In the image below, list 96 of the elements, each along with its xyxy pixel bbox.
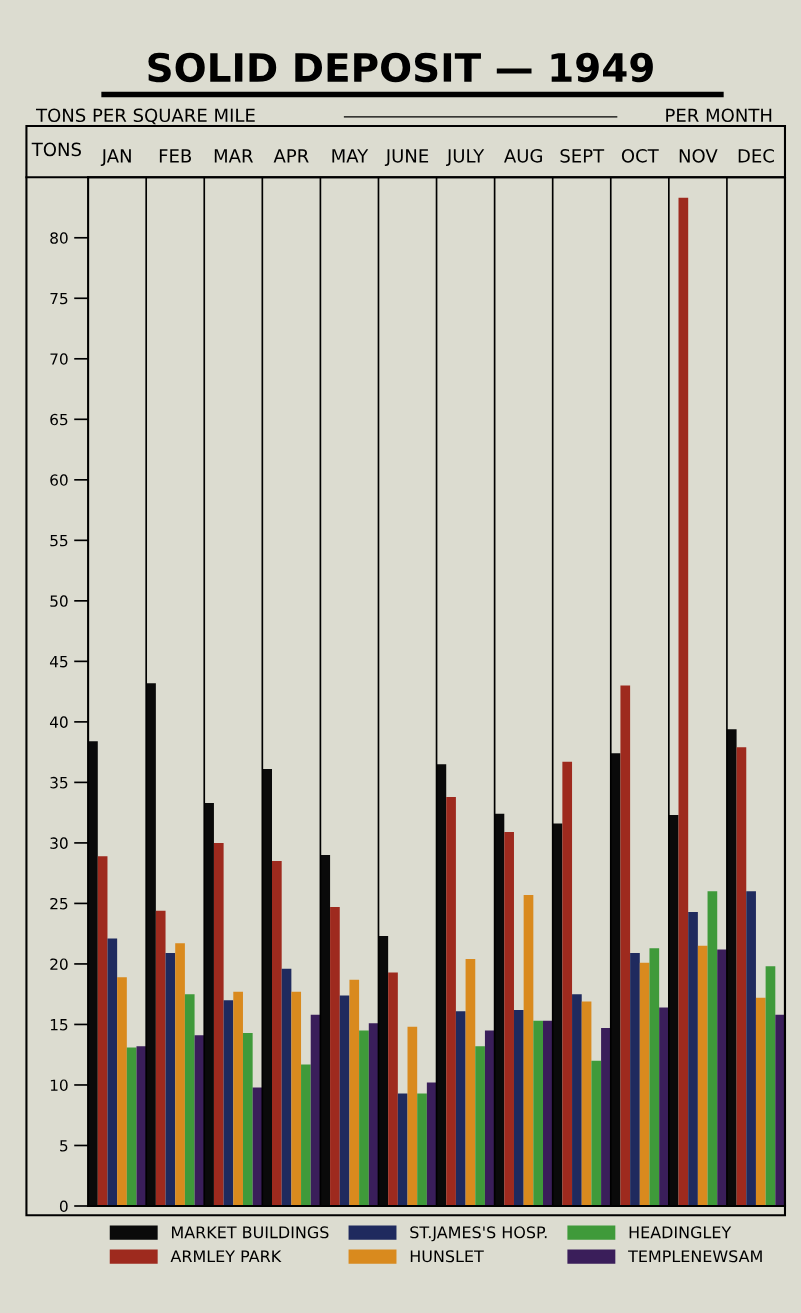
bar	[746, 891, 756, 1206]
y-tick-label: 0	[59, 1200, 68, 1213]
y-tick-label: 45	[49, 656, 68, 668]
bar	[601, 1028, 611, 1206]
y-tick-label: 10	[50, 1079, 68, 1091]
x-tick-label: AUG	[504, 148, 542, 163]
legend-label: HUNSLET	[410, 1250, 484, 1263]
bar	[581, 1001, 592, 1206]
x-tick-label: MAR	[214, 149, 254, 163]
y-tick-label: 60	[50, 474, 68, 486]
bar	[165, 953, 176, 1206]
bar	[513, 1009, 524, 1206]
chart-title: SOLID DEPOSIT — 1949	[148, 52, 653, 83]
bar	[407, 1026, 418, 1206]
bar	[397, 1093, 408, 1206]
bar	[117, 977, 127, 1206]
bar	[349, 979, 360, 1206]
legend-label: MARKET BUILDINGS	[172, 1226, 329, 1239]
bar	[717, 949, 727, 1206]
bar	[359, 1030, 369, 1206]
bar	[659, 1007, 669, 1206]
bar	[465, 959, 476, 1206]
y-tick-label: 20	[50, 958, 68, 970]
bar	[755, 997, 766, 1206]
bar	[639, 962, 650, 1206]
bar	[368, 1023, 379, 1206]
x-tick-label: JULY	[446, 149, 485, 166]
x-tick-label: JAN	[100, 149, 131, 166]
bar	[339, 995, 350, 1206]
bar	[736, 747, 747, 1206]
bar	[213, 842, 224, 1206]
bar	[426, 1082, 437, 1206]
bar	[242, 1032, 253, 1206]
y-tick-label: 5	[60, 1140, 68, 1152]
bar	[688, 911, 698, 1206]
bar	[484, 1030, 495, 1206]
legend-label: HEADINGLEY	[629, 1226, 732, 1239]
x-tick-label: OCT	[621, 148, 659, 163]
text: PER MONTH	[666, 108, 772, 123]
bar	[543, 1020, 553, 1206]
y-tick-label: 30	[50, 837, 68, 849]
y-tick-label: 25	[50, 897, 68, 910]
bar	[155, 910, 166, 1206]
bar	[107, 938, 118, 1206]
bar	[446, 796, 456, 1206]
y-tick-label: 70	[50, 353, 68, 365]
y-axis-title: TONS	[31, 142, 81, 157]
bar	[591, 1060, 602, 1206]
bar	[533, 1020, 544, 1206]
x-tick-label: SEPT	[560, 148, 605, 163]
bar	[126, 1047, 137, 1206]
bar	[455, 1011, 466, 1206]
bar	[388, 972, 398, 1206]
bar	[523, 894, 534, 1206]
bar	[678, 197, 689, 1206]
bar	[417, 1093, 427, 1206]
x-tick-label: JUNE	[384, 149, 429, 166]
chart-subtitle: TONS PER SQUARE MILE	[35, 108, 255, 125]
bar	[97, 856, 108, 1206]
x-tick-label: NOV	[679, 148, 718, 163]
legend-label: TEMPLENEWSAM	[628, 1250, 762, 1263]
bar	[707, 891, 718, 1206]
bar	[697, 945, 708, 1206]
bar	[572, 994, 582, 1206]
y-tick-label: 65	[50, 413, 68, 426]
y-tick-label: 35	[50, 776, 68, 789]
bar	[310, 1014, 321, 1206]
x-tick-label: APR	[273, 149, 309, 163]
x-tick-label: DEC	[738, 148, 774, 163]
bar	[291, 991, 302, 1206]
bar	[233, 991, 243, 1206]
bar	[504, 832, 514, 1206]
legend-label: ARMLEY PARK	[170, 1250, 282, 1263]
bar	[272, 861, 282, 1206]
y-tick-label: 50	[50, 595, 68, 607]
bar	[775, 1014, 785, 1206]
bar	[301, 1064, 311, 1206]
bar	[330, 907, 340, 1206]
y-tick-label: 40	[49, 716, 68, 728]
bar	[175, 943, 185, 1206]
legend-label: ST.JAMES'S HOSP.	[410, 1226, 547, 1242]
y-tick-label: 75	[50, 292, 68, 305]
bar	[630, 953, 640, 1206]
bar	[223, 1000, 234, 1206]
bar	[475, 1046, 485, 1206]
bar	[765, 966, 776, 1206]
bar	[649, 948, 660, 1206]
x-tick-label: FEB	[159, 149, 192, 163]
bar	[562, 761, 573, 1206]
bar	[620, 685, 631, 1206]
y-tick-label: 15	[50, 1019, 68, 1031]
bar	[281, 968, 292, 1206]
bar	[184, 994, 195, 1206]
y-tick-label: 80	[50, 232, 68, 244]
y-tick-label: 55	[50, 535, 68, 547]
x-tick-label: MAY	[332, 149, 369, 163]
